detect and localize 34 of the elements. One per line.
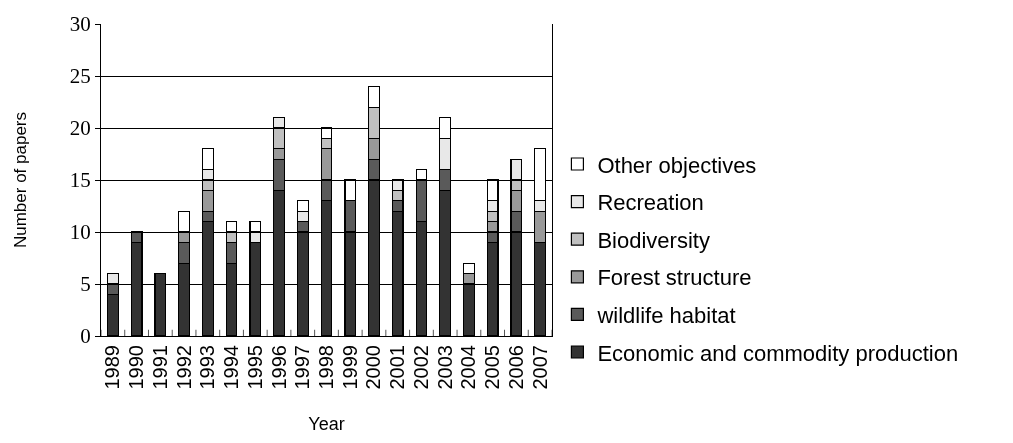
x-tick-label: 1995 — [243, 345, 266, 390]
x-tick-label: 2001 — [386, 345, 409, 390]
x-tick-label: 1989 — [101, 345, 124, 390]
y-tick-label: 20 — [69, 116, 91, 141]
y-tick-label: 15 — [69, 168, 91, 193]
x-tick-label: 1997 — [291, 345, 314, 390]
legend-label: Recreation — [597, 190, 704, 216]
legend-label: Forest structure — [597, 265, 752, 291]
x-tick-label: 2007 — [528, 345, 551, 390]
y-tick-label: 5 — [80, 272, 91, 297]
x-tick-label: 1999 — [338, 345, 361, 390]
y-tick-label: 25 — [69, 64, 91, 89]
legend-label: wildlife habitat — [596, 302, 736, 328]
x-tick-label: 1990 — [125, 345, 148, 390]
y-tick-label: 30 — [69, 12, 91, 37]
x-tick-label: 2005 — [481, 345, 504, 390]
x-tick-label: 2002 — [409, 345, 432, 390]
x-tick-label: 1993 — [196, 345, 219, 390]
x-tick-label: 1994 — [220, 345, 243, 390]
x-tick-label: 2000 — [362, 345, 385, 390]
x-axis-title: Year — [308, 413, 345, 434]
legend-label: Economic and commodity production — [597, 340, 959, 366]
y-tick-label: 0 — [80, 324, 91, 349]
x-tick-label: 1991 — [148, 345, 171, 390]
x-tick-label: 2006 — [504, 345, 527, 390]
legend-label: Other objectives — [597, 152, 757, 178]
y-tick-label: 10 — [69, 220, 91, 245]
legend-label: Biodiversity — [597, 227, 710, 253]
x-tick-label: 2004 — [457, 345, 480, 390]
x-tick-label: 1992 — [172, 345, 195, 390]
x-tick-label: 1998 — [315, 345, 337, 390]
x-tick-label: 2003 — [433, 345, 456, 390]
x-tick-label: 1996 — [267, 345, 290, 390]
y-axis-title: Number of papers — [11, 111, 31, 249]
